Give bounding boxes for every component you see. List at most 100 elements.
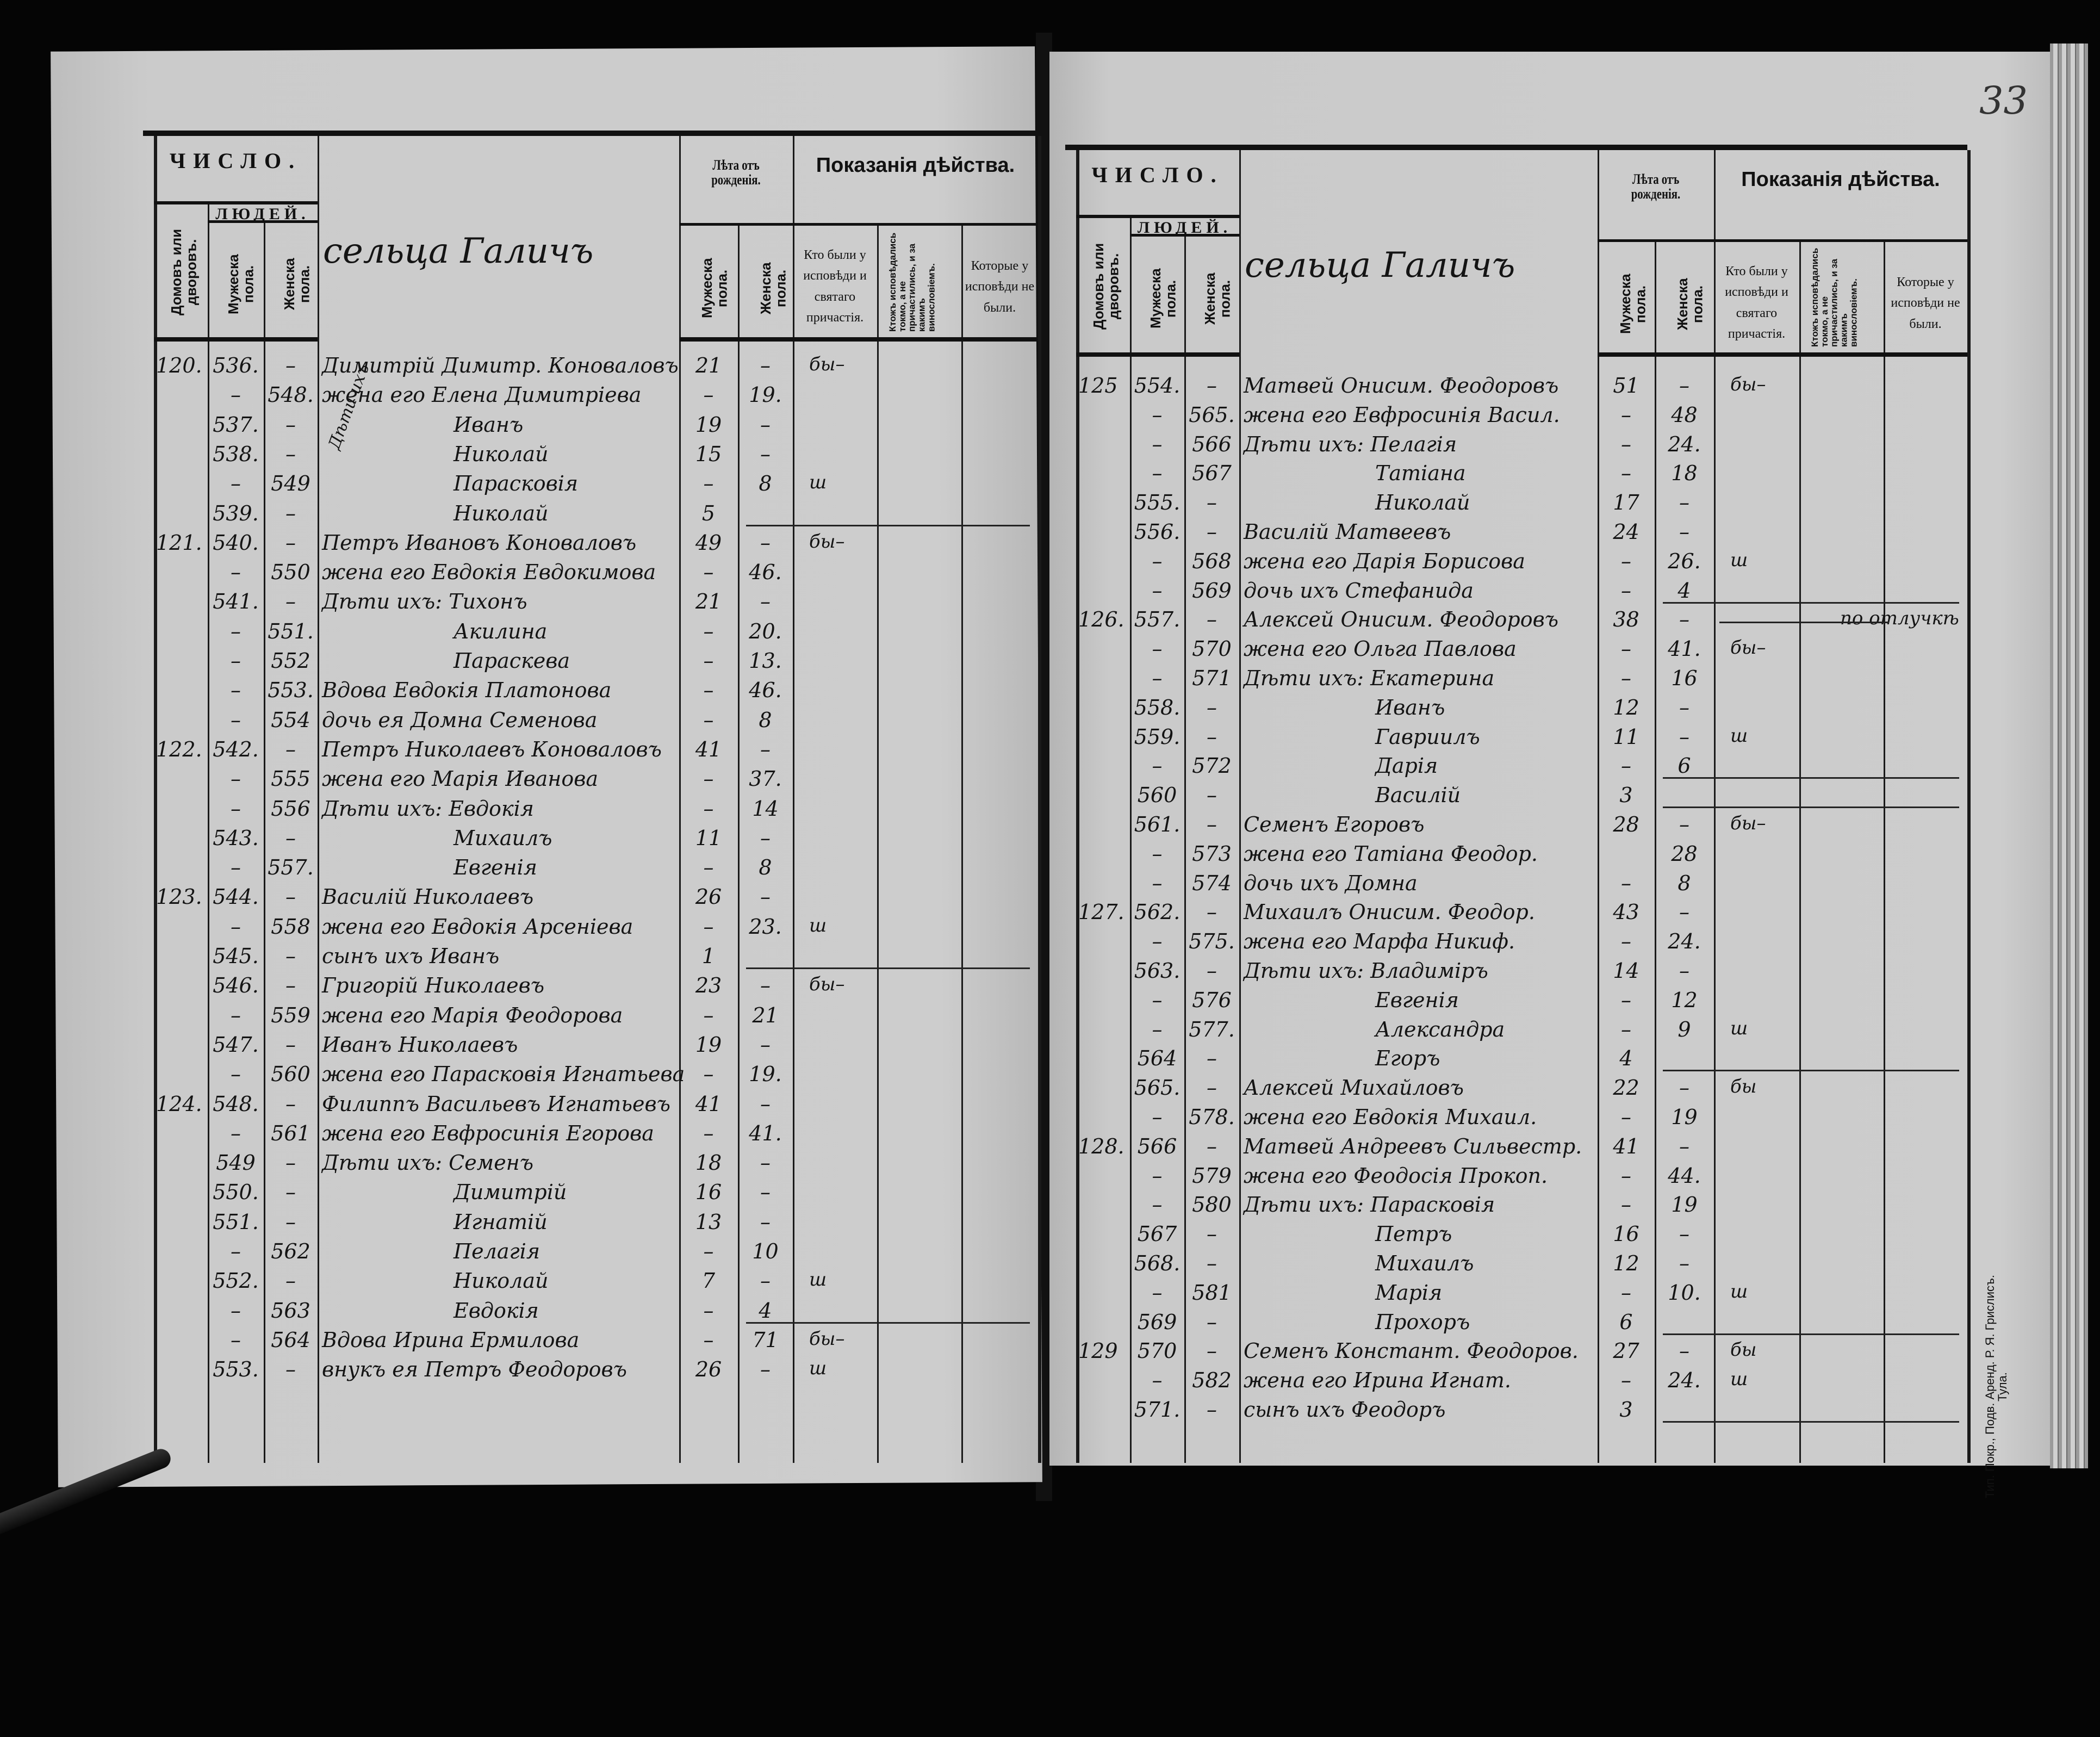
male-number: 549 bbox=[216, 1151, 256, 1175]
female-number: 575. bbox=[1189, 929, 1235, 953]
age-male: 24 bbox=[1613, 520, 1639, 544]
confessed-mark: ш bbox=[1730, 1368, 1748, 1390]
male-number: – bbox=[1152, 432, 1163, 456]
female-number: – bbox=[285, 885, 296, 909]
register-row: 538. – Николай 15 – bbox=[154, 439, 1038, 469]
female-number: 564 bbox=[271, 1328, 310, 1352]
register-row: – 568 жена его Дарія Борисова – 26. ш bbox=[1076, 547, 1967, 576]
female-number: – bbox=[1207, 696, 1217, 719]
female-number: – bbox=[1207, 1398, 1217, 1422]
register-row: – 562 Пелагія – 10 bbox=[154, 1237, 1038, 1266]
register-row: – 565. жена его Евфросинія Васил. – 48 bbox=[1076, 400, 1967, 430]
left-column-line bbox=[318, 136, 319, 1463]
right-column-line bbox=[1184, 234, 1186, 1463]
person-name: жена его Ирина Игнат. bbox=[1244, 1368, 1511, 1392]
absent-reason: по отлучкѣ bbox=[1840, 607, 1959, 629]
age-male: 43 bbox=[1613, 900, 1639, 924]
age-male: 41 bbox=[695, 737, 722, 761]
register-row: – 580 Дѣти ихъ: Парасковія – 19 bbox=[1076, 1190, 1967, 1219]
register-row: 565. – Алексей Михайловъ 22 – бы bbox=[1076, 1073, 1967, 1102]
confessed-mark: ш bbox=[809, 472, 827, 493]
register-row: 124. 548. – Филиппъ Васильевъ Игнатьевъ 41 – bbox=[154, 1089, 1038, 1119]
age-female: – bbox=[1679, 374, 1689, 398]
person-name: Егоръ bbox=[1375, 1046, 1440, 1070]
house-number: 126. bbox=[1078, 607, 1124, 631]
male-number: – bbox=[1152, 579, 1163, 603]
male-number: 546. bbox=[213, 973, 259, 997]
person-name: жена его Евфросинія Егорова bbox=[322, 1121, 654, 1145]
age-female: 41. bbox=[1668, 637, 1701, 661]
person-name: жена его Марія Феодорова bbox=[322, 1003, 623, 1027]
age-male: 23 bbox=[695, 973, 722, 997]
right-header-bottom-rule bbox=[1076, 352, 1239, 357]
male-number: 569 bbox=[1137, 1310, 1177, 1334]
female-number: – bbox=[285, 737, 296, 761]
person-name: Дѣти ихъ: Семенъ bbox=[322, 1151, 534, 1175]
person-name: Семенъ Егоровъ bbox=[1244, 812, 1425, 836]
female-number: 548. bbox=[268, 383, 314, 407]
male-number: 570 bbox=[1137, 1339, 1177, 1363]
age-female: – bbox=[1679, 900, 1689, 924]
age-male: 41 bbox=[695, 1092, 722, 1116]
age-male: 51 bbox=[1613, 374, 1639, 398]
register-row: 537. – Иванъ 19 – bbox=[154, 410, 1038, 439]
left-header-rule bbox=[208, 220, 318, 223]
person-name: Параскева bbox=[453, 649, 570, 673]
age-male: 3 bbox=[1619, 783, 1633, 807]
right-column-line bbox=[1655, 239, 1656, 1463]
age-male: – bbox=[1621, 1105, 1631, 1129]
register-row: 123. 544. – Василій Николаевъ 26 – bbox=[154, 882, 1038, 911]
left-column-line bbox=[793, 136, 794, 1463]
male-number: 555. bbox=[1134, 491, 1181, 514]
confessed-mark: бы bbox=[1730, 1339, 1757, 1361]
age-male: – bbox=[1621, 871, 1631, 895]
age-male: 14 bbox=[1613, 959, 1639, 983]
left-column-line bbox=[264, 220, 265, 1463]
male-number: – bbox=[1152, 842, 1163, 866]
left-top-rule bbox=[143, 131, 1038, 136]
confessed-mark: бы– bbox=[1730, 812, 1766, 834]
age-female: 28 bbox=[1671, 842, 1698, 866]
register-row: 550. – Димитрій 16 – bbox=[154, 1177, 1038, 1207]
register-row: – 578. жена его Евдокія Михаил. – 19 bbox=[1076, 1102, 1967, 1132]
age-male: 16 bbox=[695, 1180, 722, 1204]
age-male: 26 bbox=[695, 1357, 722, 1381]
male-number: – bbox=[231, 1328, 241, 1352]
age-male: – bbox=[703, 1328, 714, 1352]
female-number: – bbox=[285, 1210, 296, 1234]
register-row: – 571 Дѣти ихъ: Екатерина – 16 bbox=[1076, 663, 1967, 693]
age-female: 24. bbox=[1668, 432, 1701, 456]
age-male: – bbox=[703, 1239, 714, 1263]
age-male: – bbox=[703, 383, 714, 407]
age-female: – bbox=[760, 1151, 771, 1175]
register-row: 555. – Николай 17 – bbox=[1076, 488, 1967, 517]
male-number: 545. bbox=[213, 944, 259, 968]
age-male: – bbox=[1621, 1018, 1631, 1041]
female-number: 570 bbox=[1192, 637, 1232, 661]
header-pokazaniya: Показанія дѣйства. bbox=[816, 154, 1015, 177]
female-number: – bbox=[1207, 1076, 1217, 1100]
person-name: сынъ ихъ Феодоръ bbox=[1244, 1398, 1446, 1422]
age-female: 8 bbox=[1677, 871, 1691, 895]
male-number: 557. bbox=[1134, 607, 1181, 631]
register-row: – 561 жена его Евфросинія Егорова – 41. bbox=[154, 1119, 1038, 1148]
person-name: Акилина bbox=[453, 619, 548, 643]
person-name: Евгенія bbox=[1375, 988, 1459, 1012]
female-number: 554 bbox=[271, 708, 310, 732]
register-row: 556. – Василій Матвеевъ 24 – bbox=[1076, 517, 1967, 547]
female-number: 573 bbox=[1192, 842, 1232, 866]
male-number: 566 bbox=[1137, 1134, 1177, 1158]
age-female: 14 bbox=[752, 797, 779, 821]
female-number: 571 bbox=[1192, 666, 1232, 690]
female-number: – bbox=[1207, 1251, 1217, 1275]
age-female: – bbox=[760, 737, 771, 761]
age-male: 38 bbox=[1613, 607, 1639, 631]
person-name: Дѣти ихъ: Евдокія bbox=[322, 797, 534, 821]
register-row: 122. 542. – Петръ Николаевъ Коноваловъ 41 – bbox=[154, 735, 1038, 764]
age-female: – bbox=[760, 1092, 771, 1116]
confessed-mark: ш bbox=[809, 915, 827, 936]
female-number: 555 bbox=[271, 767, 310, 791]
person-name: Вдова Евдокія Платонова bbox=[322, 678, 612, 702]
age-female: 44. bbox=[1668, 1164, 1701, 1188]
female-number: – bbox=[1207, 491, 1217, 514]
